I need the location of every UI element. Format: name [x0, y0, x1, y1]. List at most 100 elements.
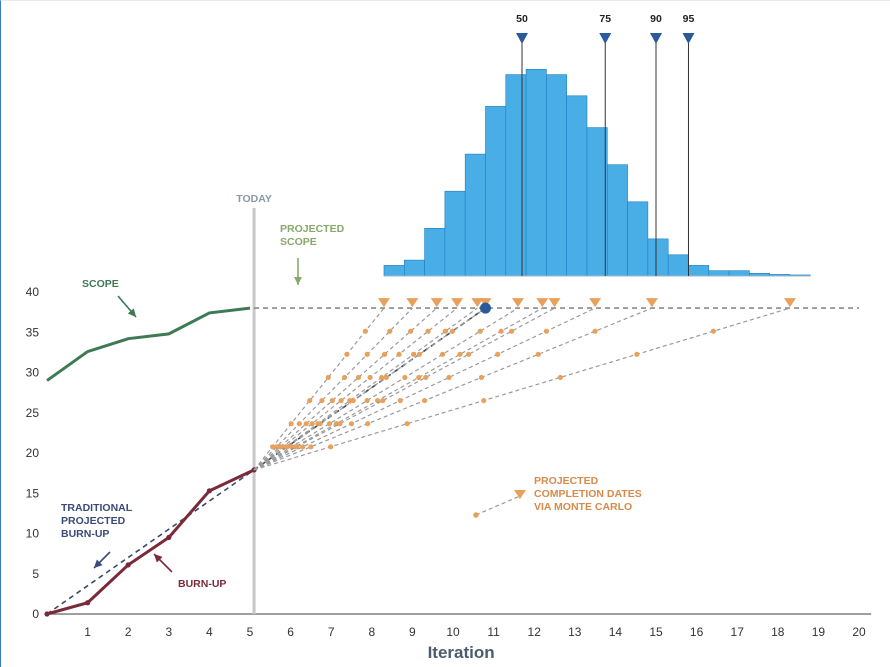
monte-carlo-point [364, 397, 370, 404]
x-tick-label: 1 [84, 625, 91, 639]
percentile-marker [650, 33, 662, 44]
axes: 1 2 3 4 5 6 7 8 9 10 11 12 13 14 15 16 17 18 19 20051015202… [26, 193, 872, 662]
completion-marker [377, 298, 390, 308]
monte-carlo-point [416, 374, 422, 381]
monte-carlo-point [439, 351, 446, 357]
monte-carlo-label: COMPLETION DATES [534, 488, 642, 500]
percentile-label: 75 [599, 13, 611, 25]
monte-carlo-point [381, 351, 388, 357]
monte-carlo-point [362, 328, 369, 334]
monte-carlo-point [402, 374, 408, 381]
completion-marker [548, 298, 561, 308]
monte-carlo-point [481, 397, 487, 404]
x-tick-label: 11 [487, 625, 500, 639]
legend-path [475, 495, 521, 516]
completion-marker [451, 298, 464, 308]
x-tick-label: 10 [446, 625, 460, 639]
monte-carlo-point [364, 351, 370, 357]
x-tick-label: 17 [731, 625, 745, 639]
x-tick-label: 15 [649, 625, 663, 639]
scope-line [46, 306, 251, 382]
x-tick-label: 3 [165, 625, 172, 639]
monte-carlo-path [253, 307, 596, 471]
monte-carlo-point [328, 444, 334, 450]
histogram-bar [606, 164, 628, 277]
y-tick-label: 20 [26, 446, 40, 460]
y-tick-label: 5 [32, 567, 39, 581]
x-tick-label: 18 [771, 625, 785, 639]
completion-marker [536, 298, 549, 308]
percentile-marker [682, 33, 695, 44]
percentile-marker [599, 33, 612, 44]
histogram-bar [444, 190, 466, 277]
monte-carlo-label: PROJECTED [534, 475, 599, 487]
histogram-bar [728, 270, 750, 277]
monte-carlo-paths [253, 298, 796, 471]
histogram-bar [546, 74, 567, 277]
x-tick-label: 20 [852, 625, 866, 639]
y-tick-label: 25 [26, 406, 40, 420]
histogram-bar [505, 74, 527, 277]
completion-marker [406, 298, 419, 308]
monte-carlo-point [329, 397, 335, 404]
y-tick-label: 30 [26, 366, 40, 380]
monte-carlo-point [326, 421, 333, 427]
y-tick-label: 35 [26, 325, 40, 339]
monte-carlo-point [557, 374, 563, 381]
monte-carlo-point [408, 328, 414, 334]
x-tick-label: 5 [247, 625, 254, 639]
burnup-point [206, 488, 212, 494]
histogram-bar [424, 228, 446, 277]
monte-carlo-point [375, 397, 381, 404]
completion-histogram: 50 75 90 95 [383, 13, 811, 277]
y-tick-label: 10 [26, 527, 40, 541]
today-label: TODAY [236, 193, 272, 205]
monte-carlo-point [317, 421, 323, 427]
percentile-marker [516, 33, 529, 44]
histogram-bar [688, 265, 710, 277]
monte-carlo-point [300, 444, 306, 450]
monte-carlo-point [592, 328, 598, 334]
monte-carlo-point [325, 374, 331, 381]
traditional-completion-marker [479, 302, 491, 314]
monte-carlo-point [288, 421, 294, 427]
monte-carlo-path [253, 307, 791, 471]
traditional-arrow-head [94, 559, 103, 568]
y-tick-label: 40 [26, 285, 40, 299]
monte-carlo-point [508, 328, 515, 334]
burnup-label: BURN-UP [178, 578, 226, 590]
x-axis-label: Iteration [428, 643, 495, 662]
monte-carlo-label: VIA MONTE CARLO [534, 501, 632, 513]
monte-carlo-path [253, 307, 458, 471]
x-tick-label: 19 [812, 625, 826, 639]
monte-carlo-point [466, 351, 472, 357]
monte-carlo-path [253, 307, 486, 471]
scope-label: SCOPE [82, 278, 119, 290]
monte-carlo-point [296, 421, 302, 427]
monte-carlo-point [410, 351, 417, 357]
x-tick-label: 16 [690, 625, 704, 639]
percentile-label: 50 [516, 13, 528, 25]
monte-carlo-point [543, 328, 549, 334]
burnup-point [166, 534, 172, 541]
x-tick-label: 9 [409, 625, 416, 639]
monte-carlo-point [498, 328, 504, 334]
histogram-bar [525, 69, 547, 277]
monte-carlo-point [446, 374, 452, 381]
projected-scope-arrow-head [294, 277, 302, 285]
percentile-label: 90 [650, 13, 662, 25]
monte-carlo-path [253, 307, 438, 471]
histogram-bar [403, 259, 425, 277]
y-tick-label: 0 [32, 607, 39, 621]
monte-carlo-point [338, 397, 344, 404]
monte-carlo-point [309, 421, 315, 427]
projected-scope-label: SCOPE [280, 236, 317, 248]
monte-carlo-point [380, 397, 386, 404]
monte-carlo-point [477, 328, 483, 334]
x-tick-label: 13 [568, 625, 582, 639]
monte-carlo-point [478, 374, 485, 381]
monte-carlo-point [355, 374, 362, 381]
monte-carlo-path [253, 307, 653, 471]
histogram-bar [383, 265, 405, 277]
